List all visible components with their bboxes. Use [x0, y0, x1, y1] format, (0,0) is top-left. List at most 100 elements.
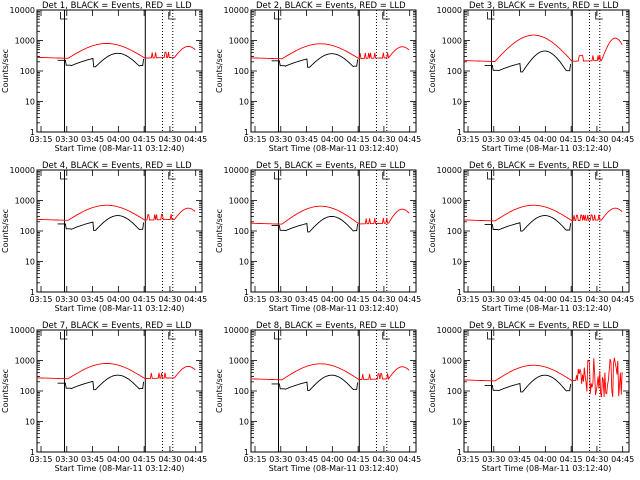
- lld-series-line: [251, 363, 410, 381]
- lld-series-line: [37, 43, 196, 59]
- x-tick-label: 04:45: [611, 295, 634, 304]
- y-tick-label: 100: [447, 387, 462, 396]
- y-tick-label: 10000: [437, 326, 462, 335]
- x-tick-label: 04:00: [321, 135, 344, 144]
- x-tick-label: 04:15: [347, 455, 370, 464]
- flag-mark: [382, 172, 390, 180]
- plot-frame: [250, 169, 417, 293]
- y-axis-label: Counts/sec: [428, 369, 437, 413]
- y-tick-label: 10: [25, 98, 35, 107]
- x-axis-label: Start Time (08-Mar-11 03:12:40): [482, 144, 612, 153]
- lld-series-line: [36, 363, 196, 380]
- x-tick-label: 04:45: [184, 295, 207, 304]
- x-tick-label: 03:15: [29, 135, 52, 144]
- y-tick-label: 1: [30, 288, 35, 297]
- x-tick-label: 04:45: [398, 455, 421, 464]
- panel-det-9: Det 9, BLACK = Events, RED = LLD 1 10 100 10…: [428, 321, 634, 473]
- y-tick-label: 10000: [10, 326, 35, 335]
- flag-mark: [487, 172, 495, 180]
- panel-det-6: Det 6, BLACK = Events, RED = LLD 1 10 100 10…: [428, 161, 634, 313]
- x-tick-label: 04:30: [372, 295, 395, 304]
- panel-det-2: Det 2, BLACK = Events, RED = LLD 1 10 100 10…: [215, 1, 421, 153]
- panel-title: Det 9, BLACK = Events, RED = LLD: [469, 321, 619, 331]
- x-tick-label: 03:30: [55, 295, 78, 304]
- x-tick-label: 03:30: [269, 455, 292, 464]
- y-tick-label: 10: [239, 418, 249, 427]
- x-tick-label: 03:15: [456, 135, 479, 144]
- x-tick-label: 04:00: [107, 455, 130, 464]
- y-tick-label: 10: [239, 258, 249, 267]
- y-axis-label: Counts/sec: [215, 369, 224, 413]
- x-tick-label: 04:30: [585, 455, 608, 464]
- x-tick-label: 04:45: [184, 455, 207, 464]
- flag-mark: [168, 332, 176, 340]
- events-series-line: [271, 215, 359, 233]
- x-tick-label: 04:30: [585, 135, 608, 144]
- x-tick-label: 04:00: [107, 135, 130, 144]
- x-tick-label: 04:15: [347, 295, 370, 304]
- y-tick-label: 10: [239, 98, 249, 107]
- y-tick-label: 1000: [229, 37, 249, 46]
- y-tick-label: 100: [20, 67, 35, 76]
- x-tick-label: 04:45: [398, 295, 421, 304]
- x-tick-label: 03:30: [269, 295, 292, 304]
- flag-mark: [60, 12, 68, 20]
- y-tick-label: 1000: [442, 197, 462, 206]
- events-series-line: [57, 215, 145, 231]
- plot-frame: [250, 329, 417, 453]
- y-tick-label: 1: [244, 128, 249, 137]
- panel-title: Det 1, BLACK = Events, RED = LLD: [42, 1, 192, 11]
- y-tick-label: 1: [30, 128, 35, 137]
- y-tick-label: 1000: [15, 197, 35, 206]
- x-tick-label: 04:45: [398, 135, 421, 144]
- y-tick-label: 1: [30, 448, 35, 457]
- x-tick-label: 03:30: [482, 455, 505, 464]
- panel-det-7: Det 7, BLACK = Events, RED = LLD 1 10 100 10…: [1, 321, 207, 473]
- flag-mark: [595, 332, 603, 340]
- flag-mark: [60, 172, 68, 180]
- x-tick-label: 04:30: [158, 135, 181, 144]
- x-tick-label: 04:30: [372, 135, 395, 144]
- x-axis-label: Start Time (08-Mar-11 03:12:40): [55, 144, 185, 153]
- y-tick-label: 10000: [10, 6, 35, 15]
- plot-frame: [463, 169, 630, 293]
- x-axis-label: Start Time (08-Mar-11 03:12:40): [269, 144, 399, 153]
- x-tick-label: 03:15: [456, 295, 479, 304]
- y-tick-label: 1: [244, 448, 249, 457]
- y-axis-label: Counts/sec: [1, 49, 10, 93]
- x-tick-label: 03:45: [81, 295, 104, 304]
- x-tick-label: 04:15: [560, 295, 583, 304]
- panel-title: Det 4, BLACK = Events, RED = LLD: [42, 161, 192, 171]
- x-tick-label: 03:45: [508, 455, 531, 464]
- y-tick-label: 100: [447, 67, 462, 76]
- x-tick-label: 04:30: [372, 455, 395, 464]
- lld-series-line: [251, 205, 410, 225]
- x-tick-label: 04:15: [347, 135, 370, 144]
- y-tick-label: 1: [457, 128, 462, 137]
- x-tick-label: 03:30: [482, 135, 505, 144]
- x-tick-label: 03:30: [482, 295, 505, 304]
- flag-mark: [382, 332, 390, 340]
- x-tick-label: 04:15: [560, 135, 583, 144]
- y-tick-label: 1000: [15, 37, 35, 46]
- x-tick-label: 04:00: [107, 295, 130, 304]
- x-tick-label: 03:45: [508, 295, 531, 304]
- panel-title: Det 8, BLACK = Events, RED = LLD: [256, 321, 406, 331]
- x-tick-label: 04:45: [184, 135, 207, 144]
- lld-series-line: [464, 34, 623, 62]
- panel-det-4: Det 4, BLACK = Events, RED = LLD 1 10 100 10…: [1, 161, 207, 313]
- flag-mark: [168, 172, 176, 180]
- y-axis-label: Counts/sec: [1, 209, 10, 253]
- y-tick-label: 10000: [224, 166, 249, 175]
- flag-mark: [595, 172, 603, 180]
- y-tick-label: 10: [452, 258, 462, 267]
- x-tick-label: 04:45: [611, 455, 634, 464]
- x-tick-label: 03:15: [29, 455, 52, 464]
- flag-mark: [382, 12, 390, 20]
- y-tick-label: 10000: [437, 6, 462, 15]
- events-series-line: [57, 52, 145, 68]
- x-tick-label: 03:45: [81, 455, 104, 464]
- y-tick-label: 100: [447, 227, 462, 236]
- y-axis-label: Counts/sec: [215, 49, 224, 93]
- y-tick-label: 10: [452, 98, 462, 107]
